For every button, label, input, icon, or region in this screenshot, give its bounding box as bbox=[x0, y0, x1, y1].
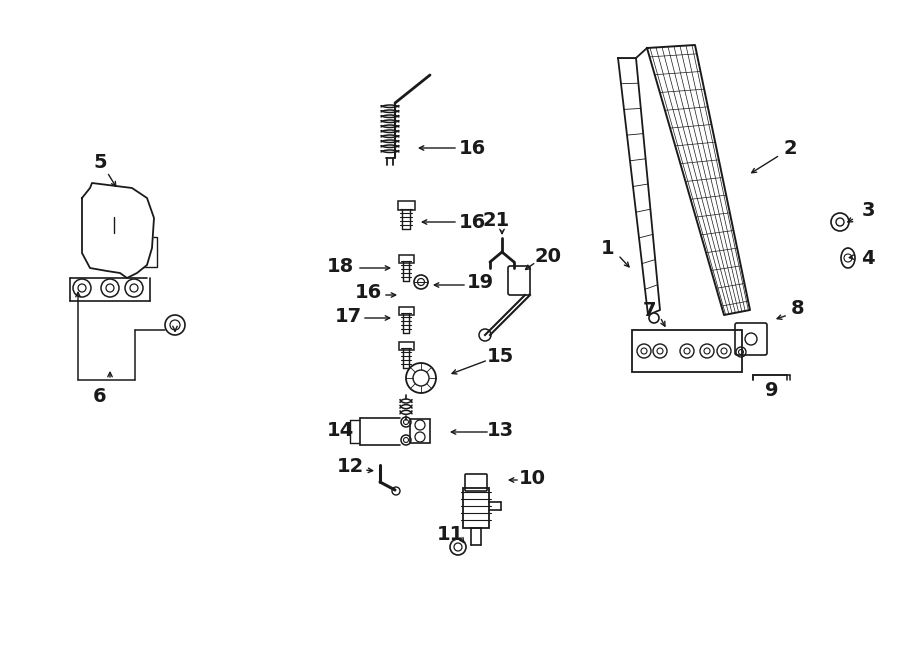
Text: 3: 3 bbox=[861, 200, 875, 219]
Text: 8: 8 bbox=[791, 299, 805, 317]
Text: 5: 5 bbox=[94, 153, 107, 173]
Polygon shape bbox=[647, 45, 750, 315]
Text: 11: 11 bbox=[436, 524, 464, 543]
Text: 13: 13 bbox=[486, 420, 514, 440]
Text: 16: 16 bbox=[458, 139, 486, 157]
Text: 16: 16 bbox=[458, 212, 486, 231]
Text: 4: 4 bbox=[861, 249, 875, 268]
Text: 21: 21 bbox=[482, 210, 509, 229]
Text: 2: 2 bbox=[783, 139, 796, 157]
Text: 18: 18 bbox=[327, 256, 354, 276]
Text: 20: 20 bbox=[535, 247, 562, 266]
Text: 6: 6 bbox=[94, 387, 107, 407]
Text: 16: 16 bbox=[355, 282, 382, 301]
Text: 19: 19 bbox=[466, 274, 493, 293]
Text: 12: 12 bbox=[337, 457, 364, 475]
Text: 7: 7 bbox=[644, 301, 657, 319]
Polygon shape bbox=[618, 58, 660, 315]
Text: 1: 1 bbox=[601, 239, 615, 258]
Text: 15: 15 bbox=[486, 346, 514, 366]
Text: 10: 10 bbox=[518, 469, 545, 488]
Polygon shape bbox=[82, 183, 154, 278]
Text: 14: 14 bbox=[327, 422, 354, 440]
Text: 17: 17 bbox=[335, 307, 362, 325]
Text: 9: 9 bbox=[765, 381, 778, 399]
